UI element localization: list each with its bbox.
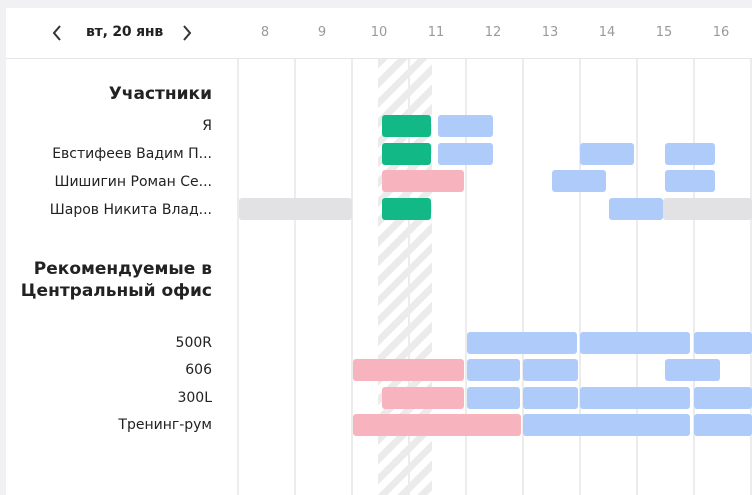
busy-block[interactable] — [467, 387, 520, 409]
selected-slot[interactable] — [382, 115, 431, 137]
hour-label: 12 — [484, 25, 502, 40]
chevron-right-icon — [183, 25, 192, 41]
busy-block[interactable] — [665, 170, 715, 192]
participant-label: Евстифеев Вадим П... — [52, 146, 212, 162]
room-label[interactable]: Тренинг-рум — [118, 417, 212, 433]
hour-label: 13 — [541, 25, 559, 40]
hour-label: 11 — [427, 25, 445, 40]
busy-block[interactable] — [523, 387, 578, 409]
busy-block[interactable] — [694, 414, 752, 436]
prev-day-button[interactable] — [46, 21, 68, 45]
room-label[interactable]: 300L — [177, 390, 212, 406]
busy-block[interactable] — [438, 115, 493, 137]
grid-line — [693, 59, 695, 495]
participant-label: Шаров Никита Влад... — [49, 202, 212, 218]
rooms-title: Рекомендуемые в Центральный офис — [20, 259, 212, 301]
grid-line — [579, 59, 581, 495]
busy-block[interactable] — [580, 387, 690, 409]
next-day-button[interactable] — [176, 21, 198, 45]
grid-line — [465, 59, 467, 495]
selected-slot[interactable] — [382, 198, 431, 220]
busy-block[interactable] — [438, 143, 493, 165]
busy-block[interactable] — [467, 332, 577, 354]
non-working-block — [239, 198, 352, 220]
room-booked-block[interactable] — [353, 359, 464, 381]
busy-block[interactable] — [580, 143, 634, 165]
selected-slot[interactable] — [382, 143, 431, 165]
busy-block[interactable] — [609, 198, 663, 220]
busy-block[interactable] — [467, 359, 520, 381]
busy-block[interactable] — [665, 359, 720, 381]
hour-label: 10 — [370, 25, 388, 40]
grid-line — [522, 59, 524, 495]
current-date[interactable]: вт, 20 янв — [86, 24, 164, 40]
non-working-block — [663, 198, 752, 220]
hour-label: 9 — [317, 25, 327, 40]
busy-block[interactable] — [694, 332, 752, 354]
schedule-panel: вт, 20 янв 8 9 10 11 12 13 14 15 16 Учас… — [6, 8, 752, 495]
conflict-block[interactable] — [382, 170, 464, 192]
busy-block[interactable] — [694, 387, 752, 409]
grid-line — [351, 59, 353, 495]
grid-line — [408, 59, 410, 495]
hour-label: 14 — [598, 25, 616, 40]
chevron-left-icon — [52, 25, 61, 41]
busy-block[interactable] — [523, 359, 578, 381]
hour-label: 8 — [260, 25, 270, 40]
busy-block[interactable] — [552, 170, 606, 192]
hour-label: 15 — [655, 25, 673, 40]
participant-label: Шишигин Роман Се... — [54, 174, 212, 190]
room-label[interactable]: 500R — [175, 335, 212, 351]
grid-line — [294, 59, 296, 495]
grid-line — [750, 59, 752, 495]
busy-block[interactable] — [665, 143, 715, 165]
grid-line — [237, 59, 239, 495]
busy-block[interactable] — [523, 414, 690, 436]
participant-label: Я — [202, 118, 212, 134]
hour-label: 16 — [712, 25, 730, 40]
busy-block[interactable] — [580, 332, 690, 354]
room-label[interactable]: 606 — [185, 362, 212, 378]
timeline-header: вт, 20 янв 8 9 10 11 12 13 14 15 16 — [6, 8, 752, 59]
participants-title: Участники — [108, 84, 212, 104]
grid-line — [636, 59, 638, 495]
room-booked-block[interactable] — [382, 387, 464, 409]
room-booked-block[interactable] — [353, 414, 521, 436]
